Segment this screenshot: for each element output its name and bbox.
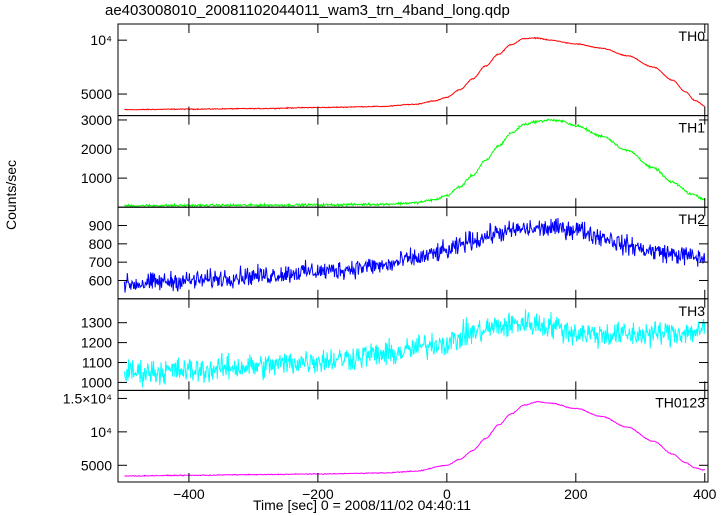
panel-label-th1: TH1	[679, 120, 706, 136]
series-line-th3	[123, 309, 706, 388]
series-line-th1	[123, 118, 706, 208]
series-line-th0123	[124, 400, 706, 478]
y-tick-label: 1000	[81, 170, 112, 186]
y-tick-label: 1300	[81, 315, 112, 331]
x-axis-label: Time [sec] 0 = 2008/11/02 04:40:11	[252, 497, 472, 513]
x-tick-label: 0	[443, 486, 451, 502]
y-tick-label: 3000	[81, 112, 112, 128]
panel-label-th2: TH2	[679, 211, 706, 227]
x-tick-label: 400	[693, 486, 717, 502]
panel-frame-th2	[117, 206, 709, 300]
y-tick-label: 5000	[81, 86, 112, 102]
series-line-th2	[123, 217, 706, 293]
y-tick-label: 900	[89, 218, 113, 234]
y-tick-label: 2000	[81, 141, 112, 157]
y-tick-label: 10⁴	[90, 32, 112, 48]
panel-label-th3: TH3	[679, 303, 706, 319]
x-tick-label: −400	[173, 486, 205, 502]
series-line-th0	[124, 36, 705, 111]
y-tick-label: 1000	[81, 374, 112, 390]
y-tick-label: 700	[89, 254, 113, 270]
x-tick-label: −200	[302, 486, 334, 502]
panel-frame-th0	[117, 23, 709, 117]
chart-title: ae403008010_20081102044011_wam3_trn_4ban…	[105, 2, 510, 19]
y-tick-label: 1200	[81, 335, 112, 351]
x-tick-label: 200	[564, 486, 588, 502]
y-tick-label: 800	[89, 236, 113, 252]
panel-frame-th1	[117, 115, 709, 208]
panel-frame-th0123	[117, 389, 709, 483]
y-tick-label: 10⁴	[90, 424, 112, 440]
y-tick-label: 1.5×10⁴	[63, 390, 112, 406]
y-tick-label: 1100	[82, 355, 112, 371]
y-tick-label: 600	[89, 272, 113, 288]
panel-label-th0: TH0	[679, 28, 706, 44]
panel-label-th0123: TH0123	[655, 394, 705, 410]
y-tick-label: 5000	[81, 457, 112, 473]
